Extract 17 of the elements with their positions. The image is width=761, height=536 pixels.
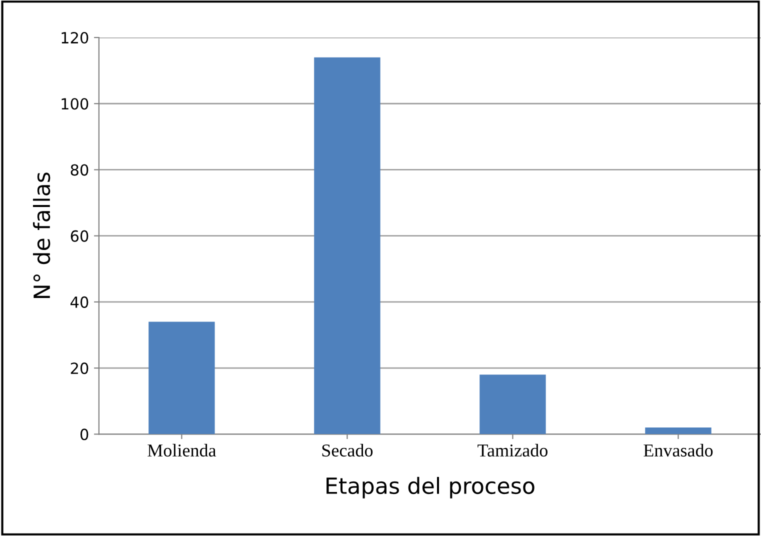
x-tick-label: Tamizado — [478, 444, 548, 457]
y-tick-label: 100 — [62, 98, 88, 110]
y-tick-label: 40 — [70, 296, 88, 308]
bar — [645, 428, 712, 434]
y-tick-label: 0 — [80, 428, 88, 440]
x-axis-title: Etapas del proceso — [326, 476, 534, 498]
y-tick-label: 80 — [70, 164, 88, 176]
y-tick-label: 120 — [62, 32, 88, 44]
x-tick-label: Envasado — [644, 444, 713, 457]
bar — [480, 374, 546, 434]
y-tick-label: 20 — [70, 362, 88, 374]
bar — [314, 57, 380, 434]
bar — [148, 322, 215, 434]
x-tick-label: Secado — [322, 444, 373, 457]
y-axis-title: N° de fallas — [32, 172, 50, 298]
y-tick-label: 60 — [70, 230, 88, 242]
x-tick-label: Molienda — [148, 444, 216, 457]
